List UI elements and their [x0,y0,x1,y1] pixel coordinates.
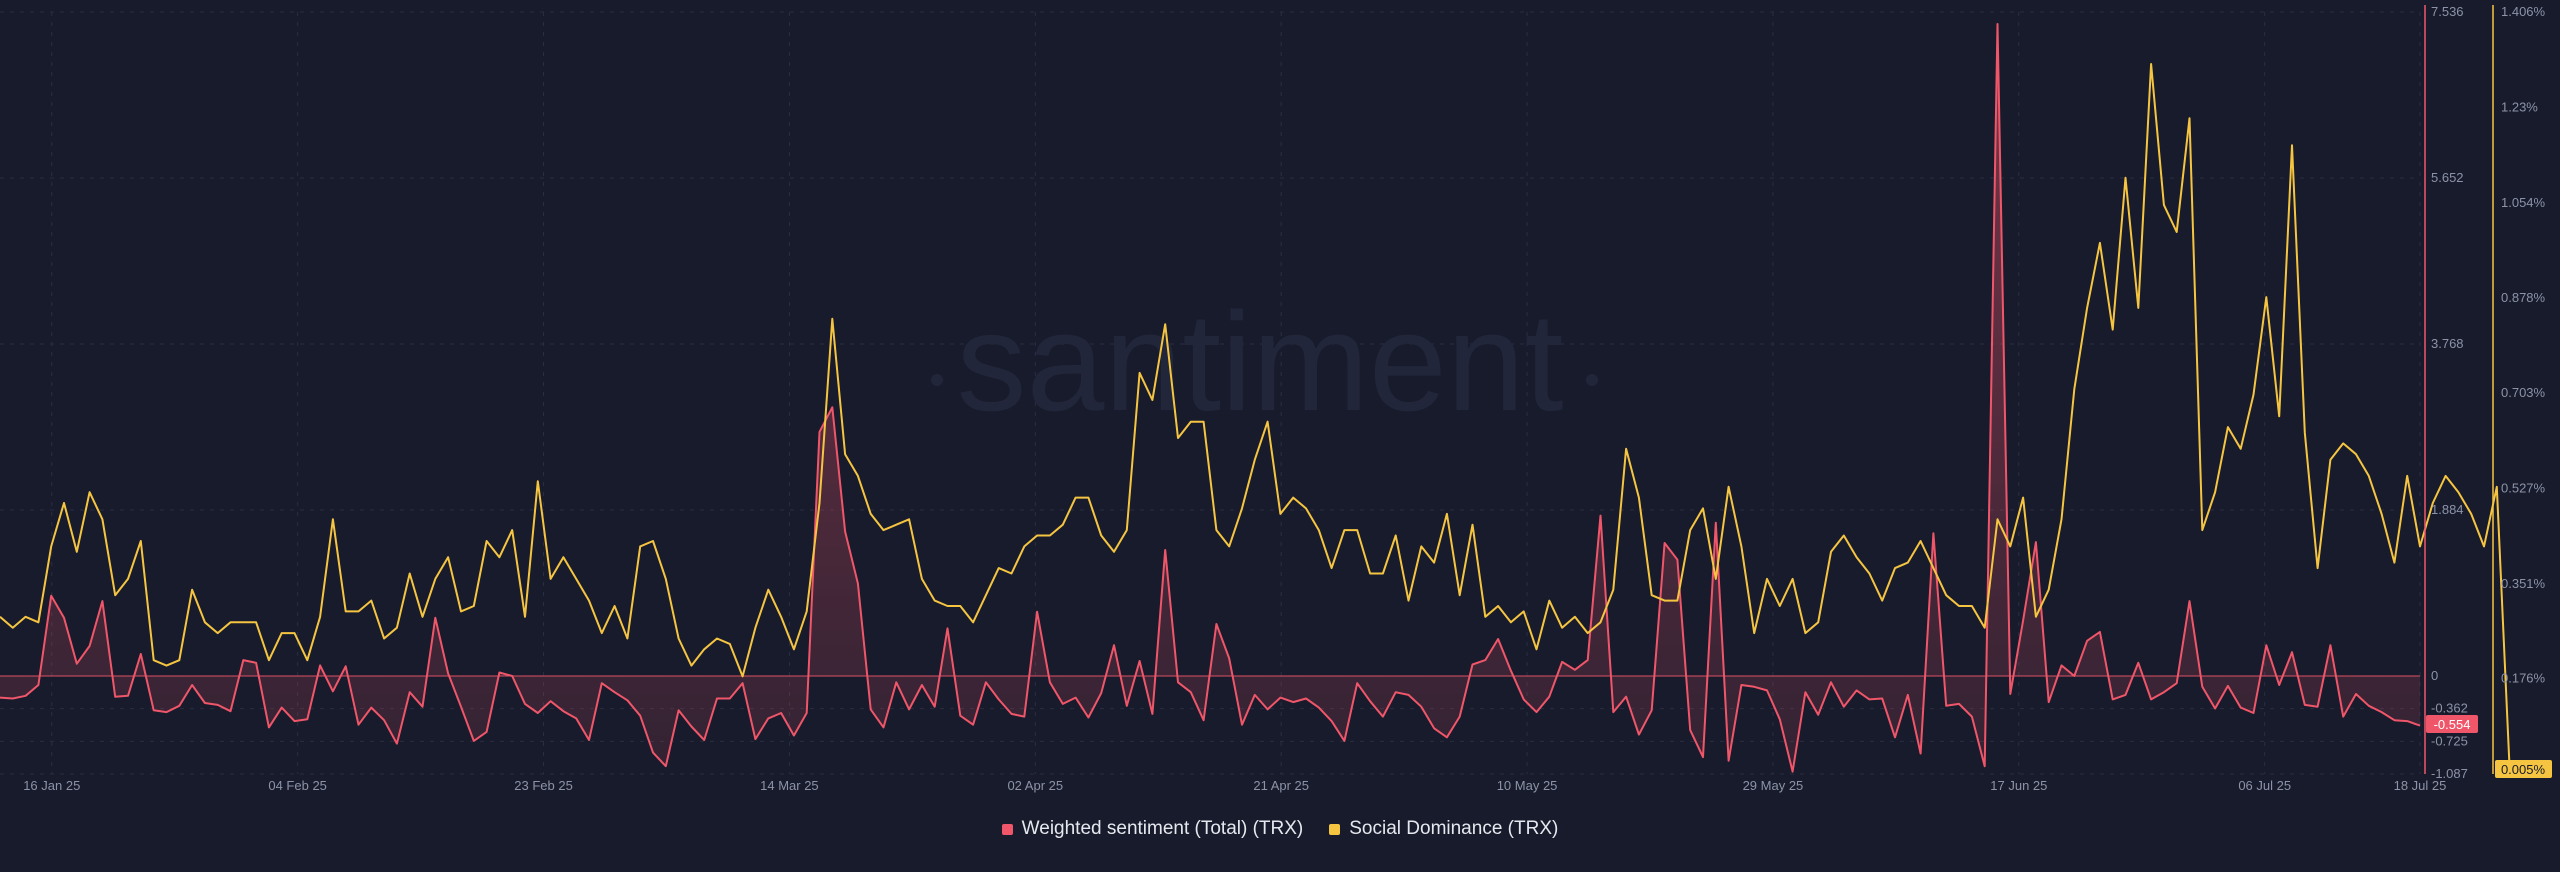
legend-swatch-sentiment [1001,823,1013,835]
y-right-tick-label: 1.23% [2501,99,2538,114]
y-left-tick-label: 0 [2431,668,2438,683]
sentiment-line [0,23,2421,773]
x-tick-label: 06 Jul 25 [2238,778,2291,793]
watermark: santiment [957,283,1564,440]
x-tick-label: 21 Apr 25 [1253,778,1309,793]
legend-label-sentiment: Weighted sentiment (Total) (TRX) [1021,818,1304,839]
y-left-tick-label: 7.536 [2431,4,2464,19]
y-left-tick-label: 1.884 [2431,502,2464,517]
dominance-value-badge: 0.005% [2501,762,2546,777]
series-layer [0,23,2511,773]
watermark-dot-left [931,374,943,386]
x-tick-label: 18 Jul 25 [2394,778,2447,793]
x-tick-label: 14 Mar 25 [760,778,819,793]
x-tick-label: 02 Apr 25 [1007,778,1063,793]
y-right-tick-label: 0.351% [2501,576,2546,591]
y-right-tick-label: 0.703% [2501,385,2546,400]
y-right-tick-label: 1.054% [2501,195,2546,210]
legend-swatch-dominance [1329,823,1341,835]
y-left-tick-label: -1.087 [2431,766,2468,781]
sentiment-value-badge: -0.554 [2434,717,2471,732]
legend-label-dominance: Social Dominance (TRX) [1349,818,1559,839]
x-tick-label: 10 May 25 [1497,778,1558,793]
legend-item-sentiment[interactable]: Weighted sentiment (Total) (TRX) [1001,818,1304,840]
x-tick-label: 29 May 25 [1743,778,1804,793]
x-tick-label: 23 Feb 25 [514,778,573,793]
legend-item-dominance[interactable]: Social Dominance (TRX) [1329,818,1558,840]
y-right-tick-label: 0.878% [2501,290,2546,305]
y-right-tick-label: 0.527% [2501,480,2546,495]
axis-layer: 7.5365.6523.7681.8840-0.362-0.725-1.0871… [23,4,2545,793]
x-tick-label: 17 Jun 25 [1990,778,2047,793]
sentiment-value-badge-bg [2426,715,2478,733]
dominance-line [0,63,2511,769]
y-left-tick-label: -0.725 [2431,733,2468,748]
watermark-dot-right [1586,374,1598,386]
y-right-tick-label: 1.406% [2501,4,2546,19]
y-left-tick-label: -0.362 [2431,701,2468,716]
legend: Weighted sentiment (Total) (TRX) Social … [0,818,2560,840]
badge-layer: -0.554 0.005% [2426,715,2552,778]
dominance-value-badge-bg [2495,760,2552,778]
y-left-tick-label: 3.768 [2431,336,2464,351]
x-tick-label: 16 Jan 25 [23,778,80,793]
y-left-tick-label: 5.652 [2431,170,2464,185]
x-tick-label: 04 Feb 25 [268,778,327,793]
y-right-tick-label: 0.176% [2501,671,2546,686]
